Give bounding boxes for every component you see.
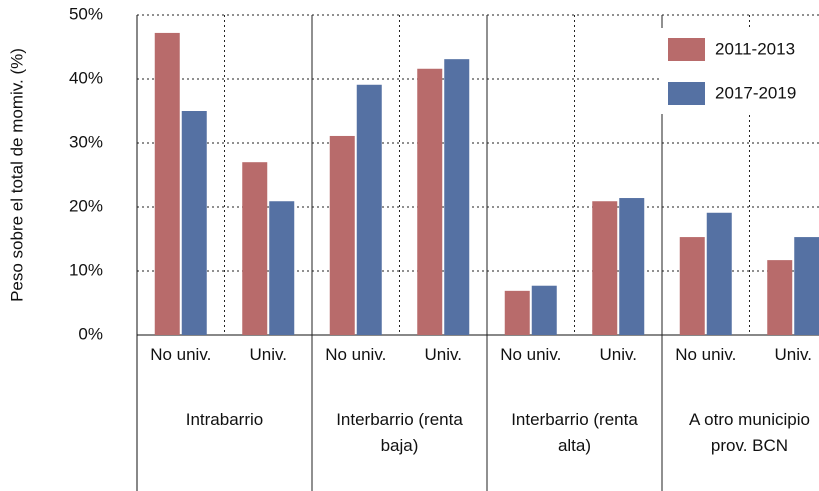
x-tick-label: No univ.: [675, 345, 737, 364]
bar: [417, 68, 443, 335]
y-tick-label: 40%: [69, 68, 103, 87]
bar: [794, 237, 819, 335]
x-tick-label: Univ.: [249, 345, 287, 364]
bar: [592, 201, 618, 335]
bar: [242, 162, 268, 335]
group-label: Intrabarrio: [185, 410, 264, 429]
group-label: Interbarrio (renta alta): [511, 410, 638, 455]
x-tick-label: Univ.: [424, 345, 462, 364]
legend-label: 2011-2013: [715, 39, 795, 58]
y-axis-title: Peso sobre el total de momiv. (%): [7, 48, 26, 302]
legend-swatch: [668, 82, 705, 105]
bar: [154, 32, 180, 336]
bar: [269, 201, 295, 335]
x-tick-label: Univ.: [774, 345, 812, 364]
x-tick-label: No univ.: [150, 345, 212, 364]
bar: [181, 111, 207, 335]
y-tick-label: 50%: [69, 4, 103, 23]
y-tick-label: 0%: [78, 324, 103, 343]
bar: [329, 135, 355, 335]
x-tick-label: No univ.: [325, 345, 387, 364]
bar: [504, 290, 530, 335]
bar: [767, 260, 793, 335]
x-tick-label: No univ.: [500, 345, 562, 364]
bar: [356, 84, 382, 335]
bar: [531, 285, 557, 335]
y-tick-label: 10%: [69, 260, 103, 279]
bar: [679, 237, 705, 335]
legend-swatch: [668, 38, 705, 61]
y-tick-label: 20%: [69, 196, 103, 215]
bar: [619, 198, 645, 335]
bar: [706, 212, 732, 335]
group-label: A otro municipio prov. BCN: [689, 410, 810, 455]
bar: [444, 59, 470, 335]
x-tick-label: Univ.: [599, 345, 637, 364]
y-tick-label: 30%: [69, 132, 103, 151]
group-label: Interbarrio (renta baja): [336, 410, 463, 455]
legend-label: 2017-2019: [715, 83, 796, 102]
